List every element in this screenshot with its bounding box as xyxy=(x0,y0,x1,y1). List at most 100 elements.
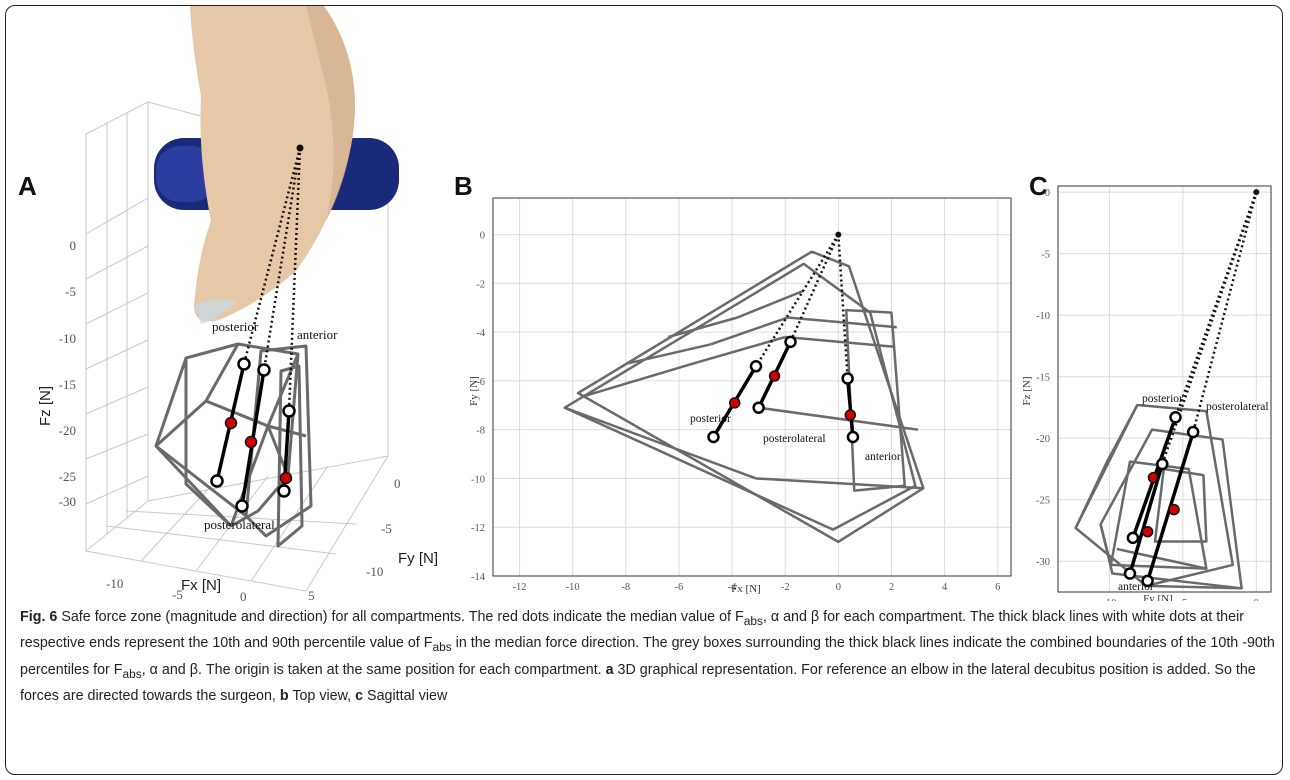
percentile-boundary-edge xyxy=(625,343,712,366)
percentile-boundary-edge xyxy=(691,335,786,366)
panel-c-label-posterior: posterior xyxy=(1142,393,1183,405)
plot-frame xyxy=(492,197,1012,577)
median-marker xyxy=(728,397,741,409)
y-tick-label: -2 xyxy=(476,279,485,290)
caption-panel-b-ref: b xyxy=(279,688,289,705)
caption-subscript: abs xyxy=(432,640,452,655)
panel-b-label-anterior: anterior xyxy=(865,451,901,463)
x-tick-label: -10 xyxy=(1102,598,1116,601)
x-tick-label: 0 xyxy=(836,582,841,593)
fx-tick: 0 xyxy=(240,589,247,601)
percentile-marker xyxy=(752,401,765,414)
percentile-marker xyxy=(846,430,860,444)
caption-text: Safe force zone (magnitude and direction… xyxy=(57,609,744,625)
fz-tick: -15 xyxy=(59,377,76,392)
caption-subscript: abs xyxy=(743,613,763,628)
percentile-boundary-edge xyxy=(787,316,897,329)
force-direction-line xyxy=(754,233,840,367)
x-tick-label: -12 xyxy=(513,582,527,593)
origin-point xyxy=(835,231,842,238)
panel-a-3d-plot: posterior anterior posterolateral 0 -5 -… xyxy=(37,6,438,601)
origin-point xyxy=(1253,189,1260,196)
caption-figure-label: Fig. 6 xyxy=(20,609,58,625)
fy-tick: -10 xyxy=(366,564,383,579)
x-tick-label: -5 xyxy=(1178,598,1187,601)
panel-c-label-anterior: anterior xyxy=(1118,581,1154,593)
fz-tick: -30 xyxy=(59,494,76,509)
caption-text: Sagittal view xyxy=(363,688,448,705)
panel-c-ylabel: Fz [N] xyxy=(1021,376,1033,405)
fx-tick: 5 xyxy=(308,588,315,601)
panel-b-label-posterolateral: posterolateral xyxy=(763,433,826,445)
x-tick-label: 2 xyxy=(889,582,894,593)
3d-label-posterior: posterior xyxy=(212,319,259,334)
x-tick-label: -4 xyxy=(728,582,737,593)
percentile-boundary-edge xyxy=(585,362,693,397)
median-marker xyxy=(768,370,781,382)
percentile-marker xyxy=(1169,411,1182,424)
percentile-boundary-edge xyxy=(710,316,789,346)
fx-tick: -10 xyxy=(106,576,123,591)
fz-tick: -20 xyxy=(59,423,76,438)
y-tick-label: 0 xyxy=(1045,188,1050,199)
y-tick-label: -14 xyxy=(471,572,486,583)
fx-tick: -5 xyxy=(172,587,183,601)
percentile-boundary-edge xyxy=(1146,584,1242,590)
caption-text: Top view, xyxy=(288,688,356,705)
3d-label-posterolateral: posterolateral xyxy=(204,517,275,532)
force-direction-line xyxy=(1191,191,1258,433)
y-tick-label: -5 xyxy=(1041,250,1050,261)
x-tick-label: 0 xyxy=(1254,598,1259,601)
percentile-marker xyxy=(749,360,763,373)
fz-tick: 0 xyxy=(70,238,77,253)
panel-c-label-posterolateral: posterolateral xyxy=(1206,401,1269,413)
x-tick-label: 4 xyxy=(942,582,948,593)
3d-label-anterior: anterior xyxy=(297,327,338,342)
percentile-boundary-edge xyxy=(1116,547,1207,570)
figure-frame: A xyxy=(5,5,1283,775)
percentile-boundary-edge xyxy=(667,316,738,339)
percentile-boundary-edge xyxy=(1074,462,1108,529)
y-tick-label: -8 xyxy=(476,426,485,437)
fz-axis-label: Fz [N] xyxy=(37,386,54,426)
percentile-range-line xyxy=(845,378,855,438)
panel-b-ylabel: Fy [N] xyxy=(468,376,480,406)
percentile-boundary-box xyxy=(1153,467,1208,543)
y-tick-label: -30 xyxy=(1036,557,1050,568)
percentile-boundary-edge xyxy=(758,406,919,431)
percentile-boundary-edge xyxy=(1105,404,1139,464)
percentile-marker xyxy=(841,372,854,385)
percentile-marker xyxy=(784,335,797,349)
caption-subscript: abs xyxy=(122,666,142,681)
median-marker xyxy=(1141,525,1154,538)
percentile-boundary-edge xyxy=(755,477,924,490)
y-tick-label: -10 xyxy=(1036,311,1050,322)
percentile-boundary-box xyxy=(563,262,917,531)
percentile-marker xyxy=(707,430,720,444)
caption-text: , α and β. The origin is taken at the sa… xyxy=(141,661,606,678)
x-tick-label: 6 xyxy=(995,582,1000,593)
y-tick-label: -10 xyxy=(471,474,485,485)
panel-b-letter: B xyxy=(454,171,473,201)
fz-tick: -10 xyxy=(59,331,76,346)
panel-b-xlabel: Fx [N] xyxy=(731,583,761,595)
y-tick-label: -6 xyxy=(476,377,485,388)
percentile-boundary-edge xyxy=(785,335,895,349)
percentile-boundary-edge xyxy=(564,406,757,480)
plot-border xyxy=(492,197,1012,577)
y-tick-label: -12 xyxy=(471,523,485,534)
panel-c-sagittal-view: -10 -5 0 0 -5 -10 -15 -20 -25 -30 Fy [N] Fz [N] p… xyxy=(1021,185,1272,601)
percentile-marker xyxy=(1156,457,1169,471)
median-marker xyxy=(844,409,857,421)
panel-b-top-view: -12 -10 -8 -6 -4 -2 0 2 4 6 0 -2 -4 -6 -8 -10 -12 -14 Fx … xyxy=(468,197,1012,595)
panel-c-xlabel: Fy [N] xyxy=(1143,593,1173,601)
percentile-boundary-edge xyxy=(1099,524,1113,566)
caption-text: , α and β for each compartment. The thic… xyxy=(20,609,1245,652)
median-marker xyxy=(1168,503,1180,516)
caption-panel-a-ref: a xyxy=(605,661,614,678)
y-tick-label: -25 xyxy=(1036,496,1050,507)
fz-tick: -5 xyxy=(65,284,76,299)
percentile-marker xyxy=(1186,425,1200,439)
y-tick-label: -4 xyxy=(476,328,485,339)
percentile-range-line xyxy=(1128,463,1164,575)
